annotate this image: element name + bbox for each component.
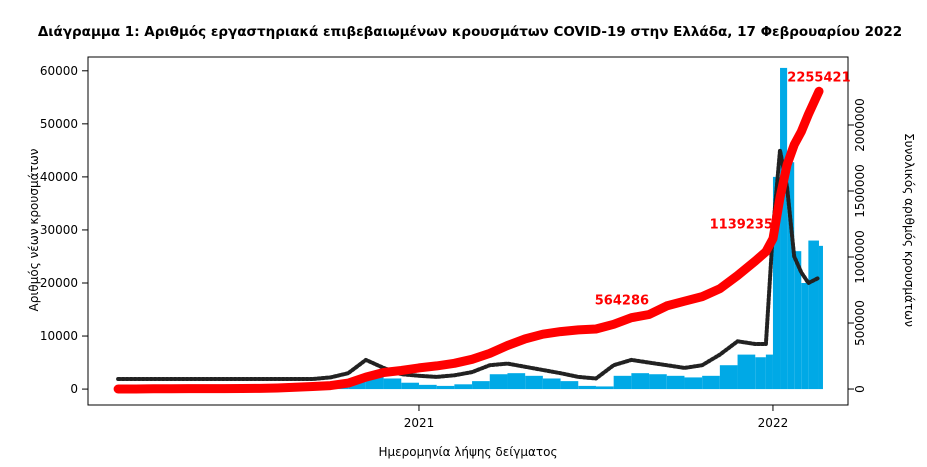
y2-tick-label: 500000: [853, 300, 867, 346]
annotation: 1139235: [710, 218, 773, 233]
bar: [543, 378, 561, 389]
bar: [578, 386, 596, 389]
bar: [419, 385, 437, 389]
bar: [631, 373, 649, 389]
bar: [667, 376, 685, 389]
line: [118, 150, 819, 379]
bar: [472, 381, 490, 389]
bar: [766, 355, 773, 389]
bar: [490, 374, 508, 389]
bar: [437, 386, 455, 389]
bar: [738, 355, 756, 389]
line: [118, 91, 819, 389]
x-axis-label: Ημερομηνία λήψης δείγματος: [378, 445, 557, 459]
bar: [684, 377, 702, 389]
y2-tick-label: 1500000: [853, 164, 867, 217]
bar: [401, 383, 419, 389]
bar: [819, 246, 823, 389]
bar: [649, 374, 667, 389]
y-tick-label: 10000: [40, 329, 78, 343]
bar: [702, 376, 720, 389]
bar: [808, 241, 819, 390]
y2-tick-label: 0: [853, 385, 867, 393]
bar: [720, 365, 738, 389]
bar: [454, 384, 472, 389]
bar: [507, 373, 525, 389]
bar: [801, 283, 808, 389]
y2-axis-label: Συνολικός αριθμός κρουσμάτων: [902, 133, 916, 327]
bar: [596, 386, 614, 389]
y-tick-label: 0: [70, 382, 78, 396]
annotation: 564286: [595, 294, 649, 309]
bar: [780, 68, 787, 389]
bar: [384, 378, 402, 389]
y2-tick-label: 2000000: [853, 98, 867, 151]
y-tick-label: 20000: [40, 276, 78, 290]
chart-title: Διάγραμμα 1: Αριθμός εργαστηριακά επιβεβ…: [38, 24, 902, 40]
y-tick-label: 30000: [40, 223, 78, 237]
x-tick-label: 2022: [758, 416, 789, 430]
x-tick-label: 2021: [404, 416, 435, 430]
bar: [561, 381, 579, 389]
y2-tick-label: 1000000: [853, 230, 867, 283]
annotation: 2255421: [787, 70, 850, 85]
bar: [525, 376, 543, 389]
y-tick-label: 60000: [40, 64, 78, 78]
y-tick-label: 50000: [40, 117, 78, 131]
y-tick-label: 40000: [40, 170, 78, 184]
bar: [755, 357, 766, 389]
bar: [614, 376, 632, 389]
